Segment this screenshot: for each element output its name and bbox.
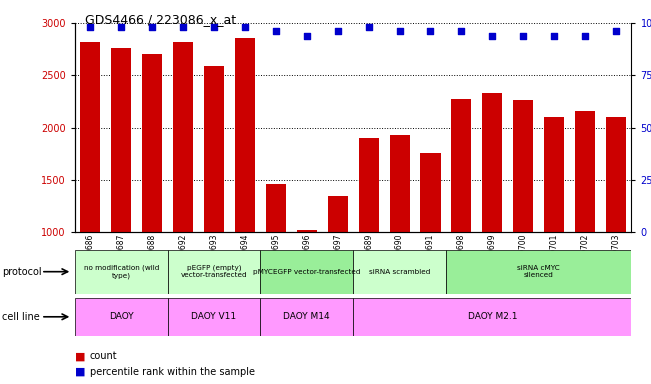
Bar: [142, 55, 162, 232]
Bar: [260, 298, 353, 336]
Point: [240, 24, 250, 30]
Bar: [111, 48, 132, 232]
Point: [209, 24, 219, 30]
Bar: [168, 298, 260, 336]
Point: [333, 28, 343, 35]
Bar: [353, 298, 631, 336]
Text: ■: ■: [75, 351, 85, 361]
Point: [271, 28, 281, 35]
Text: siRNA scrambled: siRNA scrambled: [369, 269, 430, 275]
Point: [85, 24, 96, 30]
Text: DAOY M14: DAOY M14: [283, 312, 330, 321]
Bar: [235, 38, 255, 232]
Bar: [421, 153, 441, 232]
Bar: [80, 42, 100, 232]
Point: [425, 28, 436, 35]
Text: cell line: cell line: [2, 312, 40, 322]
Point: [178, 24, 188, 30]
Bar: [575, 111, 595, 232]
Point: [456, 28, 467, 35]
Bar: [168, 250, 260, 294]
Point: [518, 33, 529, 39]
Point: [580, 33, 590, 39]
Text: ■: ■: [75, 367, 85, 377]
Bar: [353, 250, 446, 294]
Text: pMYCEGFP vector-transfected: pMYCEGFP vector-transfected: [253, 269, 361, 275]
Bar: [75, 250, 168, 294]
Bar: [359, 138, 379, 232]
Text: DAOY V11: DAOY V11: [191, 312, 236, 321]
Bar: [266, 184, 286, 232]
Point: [549, 33, 559, 39]
Text: protocol: protocol: [2, 266, 42, 277]
Text: GDS4466 / 223086_x_at: GDS4466 / 223086_x_at: [85, 13, 236, 26]
Point: [116, 24, 126, 30]
Text: count: count: [90, 351, 117, 361]
Bar: [606, 117, 626, 232]
Point: [395, 28, 405, 35]
Bar: [451, 99, 471, 232]
Bar: [544, 117, 564, 232]
Bar: [173, 42, 193, 232]
Point: [301, 33, 312, 39]
Bar: [482, 93, 503, 232]
Bar: [297, 230, 317, 232]
Bar: [75, 298, 168, 336]
Bar: [260, 250, 353, 294]
Text: siRNA cMYC
silenced: siRNA cMYC silenced: [518, 265, 560, 278]
Point: [611, 28, 621, 35]
Bar: [513, 101, 533, 232]
Text: DAOY M2.1: DAOY M2.1: [467, 312, 517, 321]
Bar: [389, 135, 409, 232]
Text: DAOY: DAOY: [109, 312, 133, 321]
Bar: [446, 250, 631, 294]
Text: pEGFP (empty)
vector-transfected: pEGFP (empty) vector-transfected: [181, 265, 247, 278]
Point: [363, 24, 374, 30]
Text: percentile rank within the sample: percentile rank within the sample: [90, 367, 255, 377]
Bar: [327, 196, 348, 232]
Bar: [204, 66, 224, 232]
Point: [487, 33, 497, 39]
Point: [147, 24, 158, 30]
Text: no modification (wild
type): no modification (wild type): [83, 265, 159, 279]
